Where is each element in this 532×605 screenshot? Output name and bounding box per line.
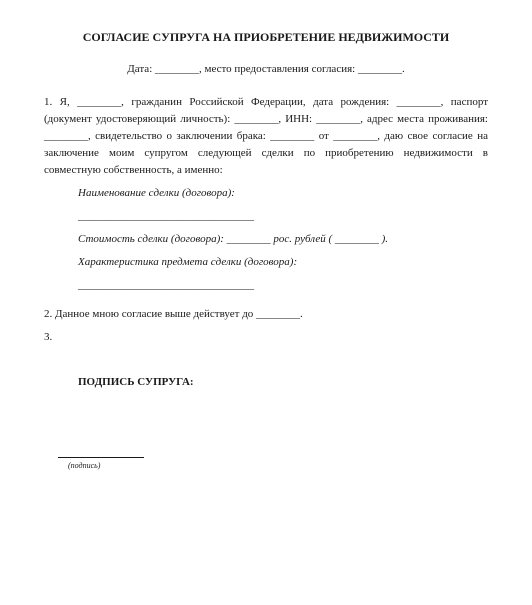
deal-name-label: Наименование сделки (договора): [78,185,488,202]
paragraph-1: 1. Я, ________, гражданин Российской Фед… [44,94,488,179]
paragraph-2: 2. Данное мною согласие выше действует д… [44,306,488,323]
deal-value-line: Стоимость сделки (договора): ________ ро… [78,231,488,248]
signature-line [58,457,144,458]
date-line: Дата: ________, место предоставления сог… [44,61,488,78]
paragraph-3: 3. [44,329,488,346]
signature-label: ПОДПИСЬ СУПРУГА: [78,374,488,391]
subject-blank: ________________________________ [78,277,488,294]
signature-caption: (подпись) [68,460,488,472]
document-title: СОГЛАСИЕ СУПРУГА НА ПРИОБРЕТЕНИЕ НЕДВИЖИ… [44,28,488,47]
deal-name-blank: ________________________________ [78,208,488,225]
subject-label: Характеристика предмета сделки (договора… [78,254,488,271]
